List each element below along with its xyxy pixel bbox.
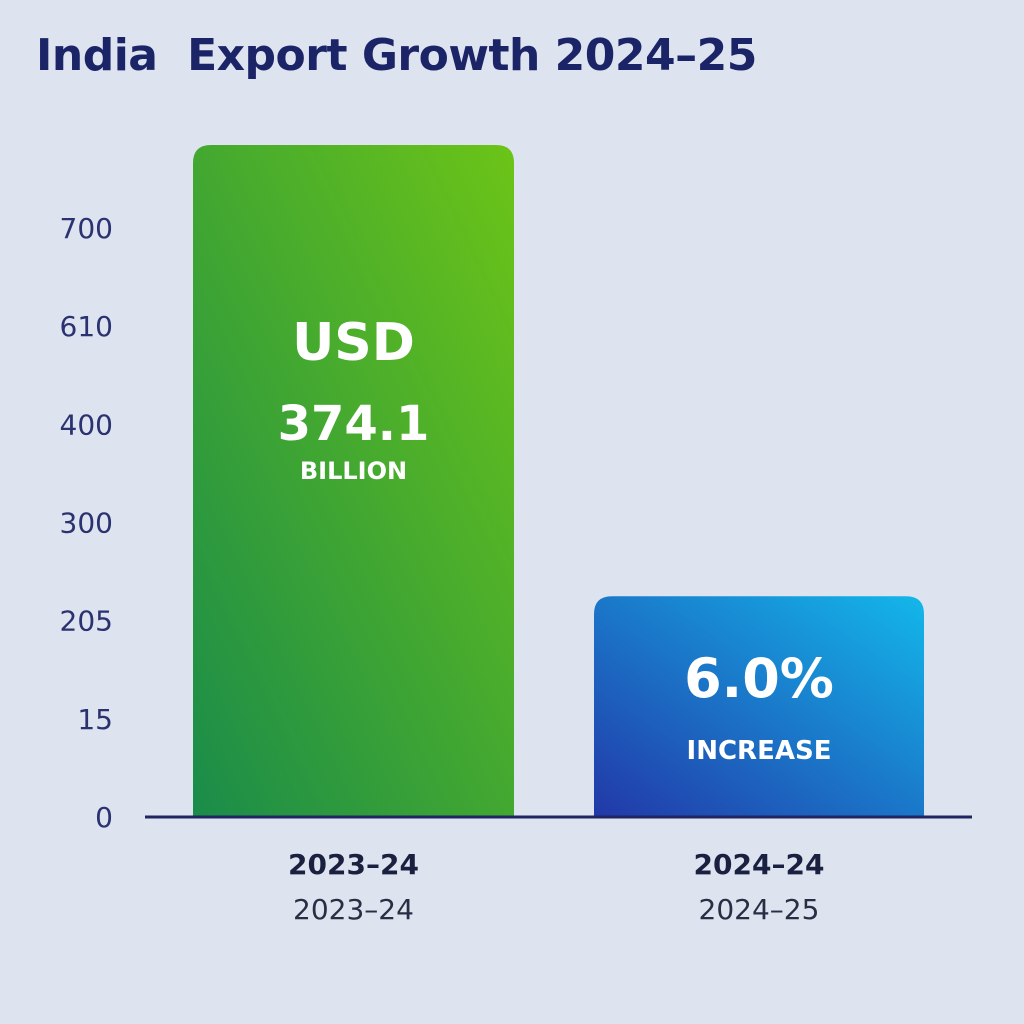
bar-1	[193, 145, 514, 817]
y-tick-label: 400	[60, 408, 113, 441]
bar-1-label-line: USD	[292, 313, 415, 373]
x-category-sublabel: 2024–25	[699, 893, 820, 926]
bar-2	[594, 596, 924, 817]
bar-2-label-line: 6.0%	[684, 647, 834, 710]
y-tick-label: 205	[60, 605, 113, 638]
bar-1-label-line: 374.1	[278, 396, 430, 452]
y-tick-label: 0	[95, 801, 113, 834]
chart-title: India Export Growth 2024–25	[36, 30, 757, 81]
bars	[193, 145, 924, 817]
y-tick-label: 15	[77, 703, 113, 736]
x-axis-categories: 2023–24 2023–24 2024–24 2024–25	[288, 848, 824, 926]
x-category-sublabel: 2023–24	[293, 893, 414, 926]
y-tick-label: 610	[60, 310, 113, 343]
y-tick-label: 700	[60, 212, 113, 245]
y-axis-ticks: 700 610 400 300 205 15 0	[60, 212, 113, 834]
x-category-label: 2023–24	[288, 848, 419, 881]
y-tick-label: 300	[60, 507, 113, 540]
bar-labels: USD 374.1 BILLION 6.0% INCREASE	[278, 313, 834, 766]
x-category-label: 2024–24	[694, 848, 825, 881]
bar-2-label-line: INCREASE	[687, 736, 832, 766]
bar-1-label-line: BILLION	[300, 457, 407, 485]
